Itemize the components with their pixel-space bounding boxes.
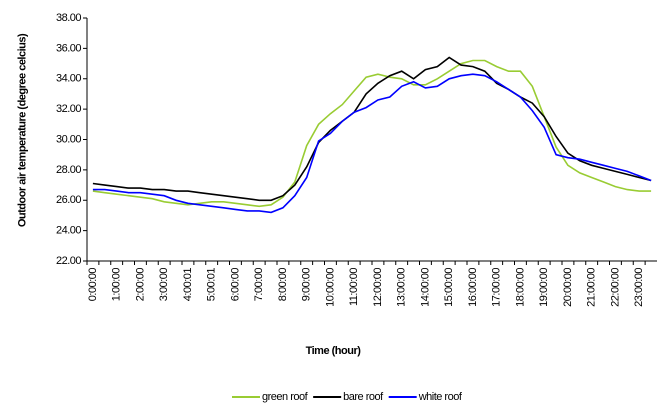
x-tick-label: 8:00:00 bbox=[277, 268, 289, 302]
x-tick-label: 0:00:00 bbox=[87, 268, 99, 302]
x-tick-label: 15:00:00 bbox=[443, 268, 455, 307]
y-tick-label: 22.00 bbox=[56, 255, 81, 267]
y-tick-label: 30.00 bbox=[56, 133, 81, 145]
x-tick-label: 1:00:00 bbox=[111, 268, 123, 302]
x-tick-label: 10:00:00 bbox=[324, 268, 336, 307]
x-tick-label: 3:00:00 bbox=[158, 268, 170, 302]
x-tick-label: 11:00:00 bbox=[348, 268, 360, 306]
x-tick-label: 13:00:00 bbox=[396, 268, 408, 307]
x-tick-label: 22:00:00 bbox=[609, 268, 621, 307]
y-tick-label: 38.00 bbox=[56, 12, 81, 24]
y-tick-label: 32.00 bbox=[56, 103, 81, 115]
y-axis-title: Outdoor air temperature (degree celcius) bbox=[16, 33, 29, 228]
legend-label: green roof bbox=[262, 391, 309, 403]
y-tick-label: 36.00 bbox=[56, 42, 81, 54]
x-tick-label: 23:00:00 bbox=[633, 268, 645, 307]
x-tick-label: 12:00:00 bbox=[372, 268, 384, 307]
x-tick-label: 18:00:00 bbox=[514, 268, 526, 307]
x-tick-label: 7:00:00 bbox=[253, 268, 265, 302]
x-tick-label: 16:00:00 bbox=[467, 268, 479, 307]
x-tick-label: 17:00:00 bbox=[491, 268, 503, 307]
line-series bbox=[92, 73, 652, 214]
y-tick-label: 26.00 bbox=[56, 194, 81, 206]
line-series bbox=[92, 59, 652, 208]
line-series bbox=[92, 56, 652, 202]
x-tick-label: 2:00:00 bbox=[134, 268, 146, 302]
y-tick-label: 24.00 bbox=[56, 225, 81, 237]
legend-label: bare roof bbox=[343, 391, 384, 403]
y-tick-label: 34.00 bbox=[56, 73, 81, 85]
x-tick-label: 14:00:00 bbox=[419, 268, 431, 307]
x-tick-label: 5:00:01 bbox=[206, 268, 218, 302]
x-tick-label: 19:00:00 bbox=[538, 268, 550, 307]
x-tick-label: 6:00:00 bbox=[229, 268, 241, 302]
x-tick-label: 21:00:00 bbox=[586, 268, 598, 307]
x-tick-label: 9:00:00 bbox=[301, 268, 313, 302]
x-tick-label: 20:00:00 bbox=[562, 268, 574, 307]
y-tick-label: 28.00 bbox=[56, 164, 81, 176]
x-tick-label: 4:00:01 bbox=[182, 268, 194, 302]
legend-label: white roof bbox=[418, 391, 463, 403]
legend: green roof bare roof white roof bbox=[232, 391, 463, 403]
x-axis-title: Time (hour) bbox=[306, 345, 362, 357]
